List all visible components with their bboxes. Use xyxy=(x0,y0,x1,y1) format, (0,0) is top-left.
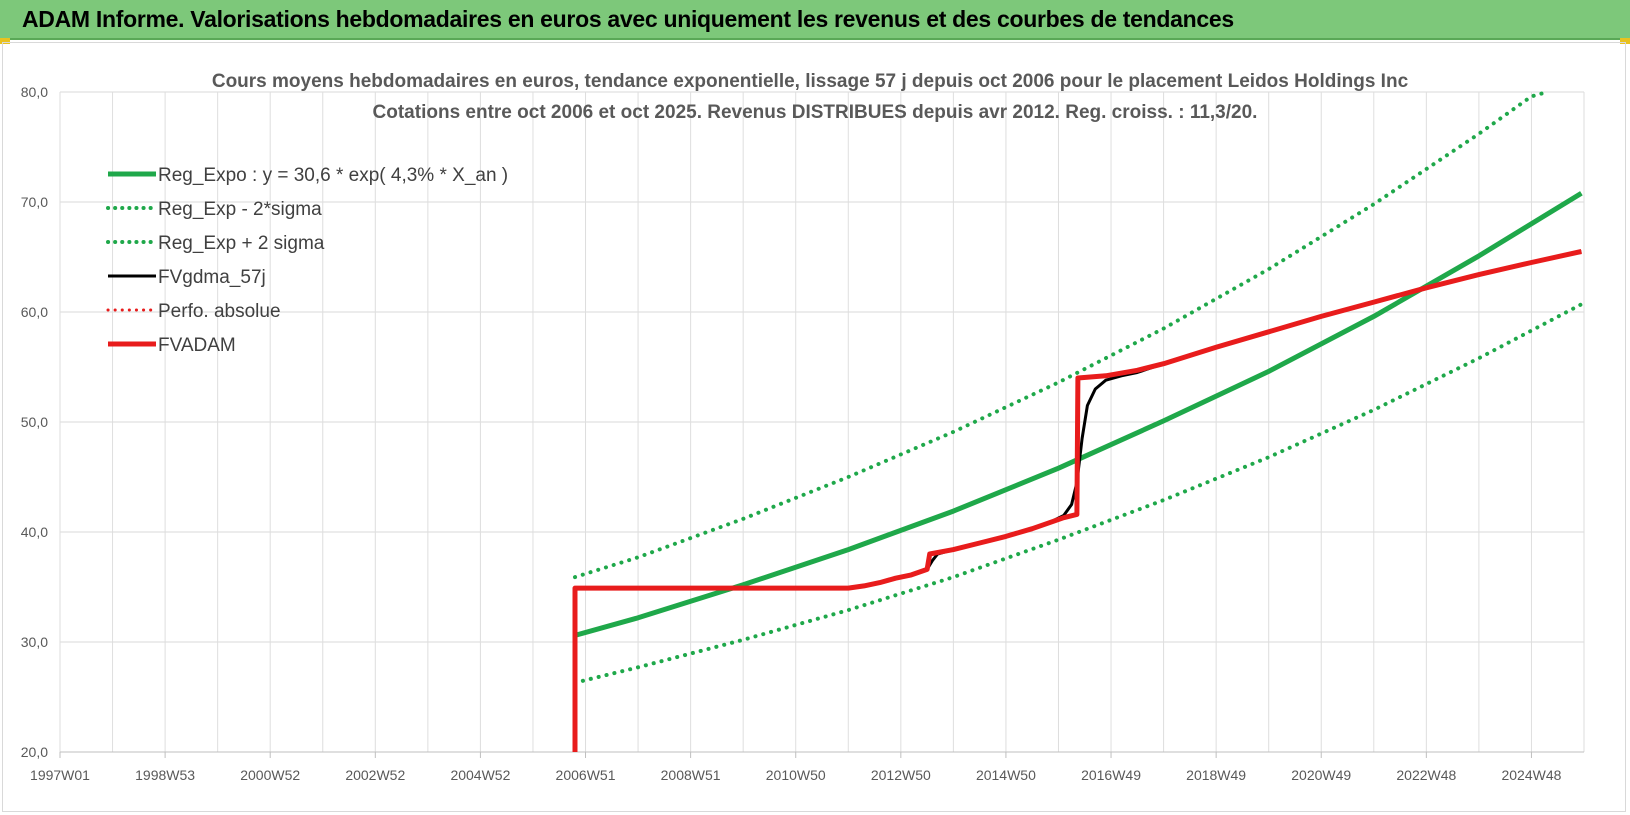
x-tick-label: 2004W52 xyxy=(450,767,510,783)
legend-label-3: Reg_Exp + 2 sigma xyxy=(158,233,325,254)
chart-title: Cours moyens hebdomadaires en euros, ten… xyxy=(212,71,1409,92)
corner-mark-left xyxy=(0,38,10,44)
series-line-2 xyxy=(573,302,1584,685)
x-tick-label: 2006W51 xyxy=(556,767,616,783)
legend-label-1: Reg_Expo : y = 30,6 * exp( 4,3% * X_an ) xyxy=(158,165,508,186)
x-tick-label: 2000W52 xyxy=(240,767,300,783)
x-tick-label: 2014W50 xyxy=(976,767,1036,783)
y-tick-label: 20,0 xyxy=(21,744,48,760)
legend-label-5: Perfo. absolue xyxy=(158,301,281,322)
y-tick-label: 80,0 xyxy=(21,84,48,100)
y-tick-label: 70,0 xyxy=(21,194,48,210)
x-tick-label: 2016W49 xyxy=(1081,767,1141,783)
x-tick-label: 2002W52 xyxy=(345,767,405,783)
series-line-6 xyxy=(572,249,1582,752)
x-tick-label: 1997W01 xyxy=(30,767,90,783)
series-line-1 xyxy=(574,191,1583,638)
chart-subtitle: Cotations entre oct 2006 et oct 2025. Re… xyxy=(373,102,1258,123)
legend-label-4: FVgdma_57j xyxy=(158,267,266,288)
x-tick-label: 2012W50 xyxy=(871,767,931,783)
grid-lines xyxy=(59,91,1585,753)
x-tick-label: 1998W53 xyxy=(135,767,195,783)
x-tick-label: 2022W48 xyxy=(1396,767,1456,783)
axis-labels: 20,0 30,0 40,0 50,0 60,0 70,0 80,0 1997W01 1998W… xyxy=(21,84,1562,783)
x-tick-label: 2020W49 xyxy=(1291,767,1351,783)
chart-frame xyxy=(2,42,1626,812)
corner-mark-right xyxy=(1620,38,1630,44)
y-tick-label: 50,0 xyxy=(21,414,48,430)
x-tick-label: 2018W49 xyxy=(1186,767,1246,783)
y-tick-label: 60,0 xyxy=(21,304,48,320)
report-banner: ADAM Informe. Valorisations hebdomadaire… xyxy=(0,0,1630,40)
report-title: ADAM Informe. Valorisations hebdomadaire… xyxy=(22,6,1234,32)
y-tick-label: 40,0 xyxy=(21,524,48,540)
legend: Reg_Expo : y = 30,6 * exp( 4,3% * X_an )… xyxy=(106,165,508,356)
legend-label-6: FVADAM xyxy=(158,335,236,356)
y-tick-label: 30,0 xyxy=(21,634,48,650)
series-line-3 xyxy=(573,90,1550,580)
legend-label-2: Reg_Exp - 2*sigma xyxy=(158,199,322,220)
x-tick-label: 2008W51 xyxy=(661,767,721,783)
x-tick-label: 2024W48 xyxy=(1501,767,1561,783)
x-tick-label: 2010W50 xyxy=(766,767,826,783)
series-layer xyxy=(572,90,1584,752)
